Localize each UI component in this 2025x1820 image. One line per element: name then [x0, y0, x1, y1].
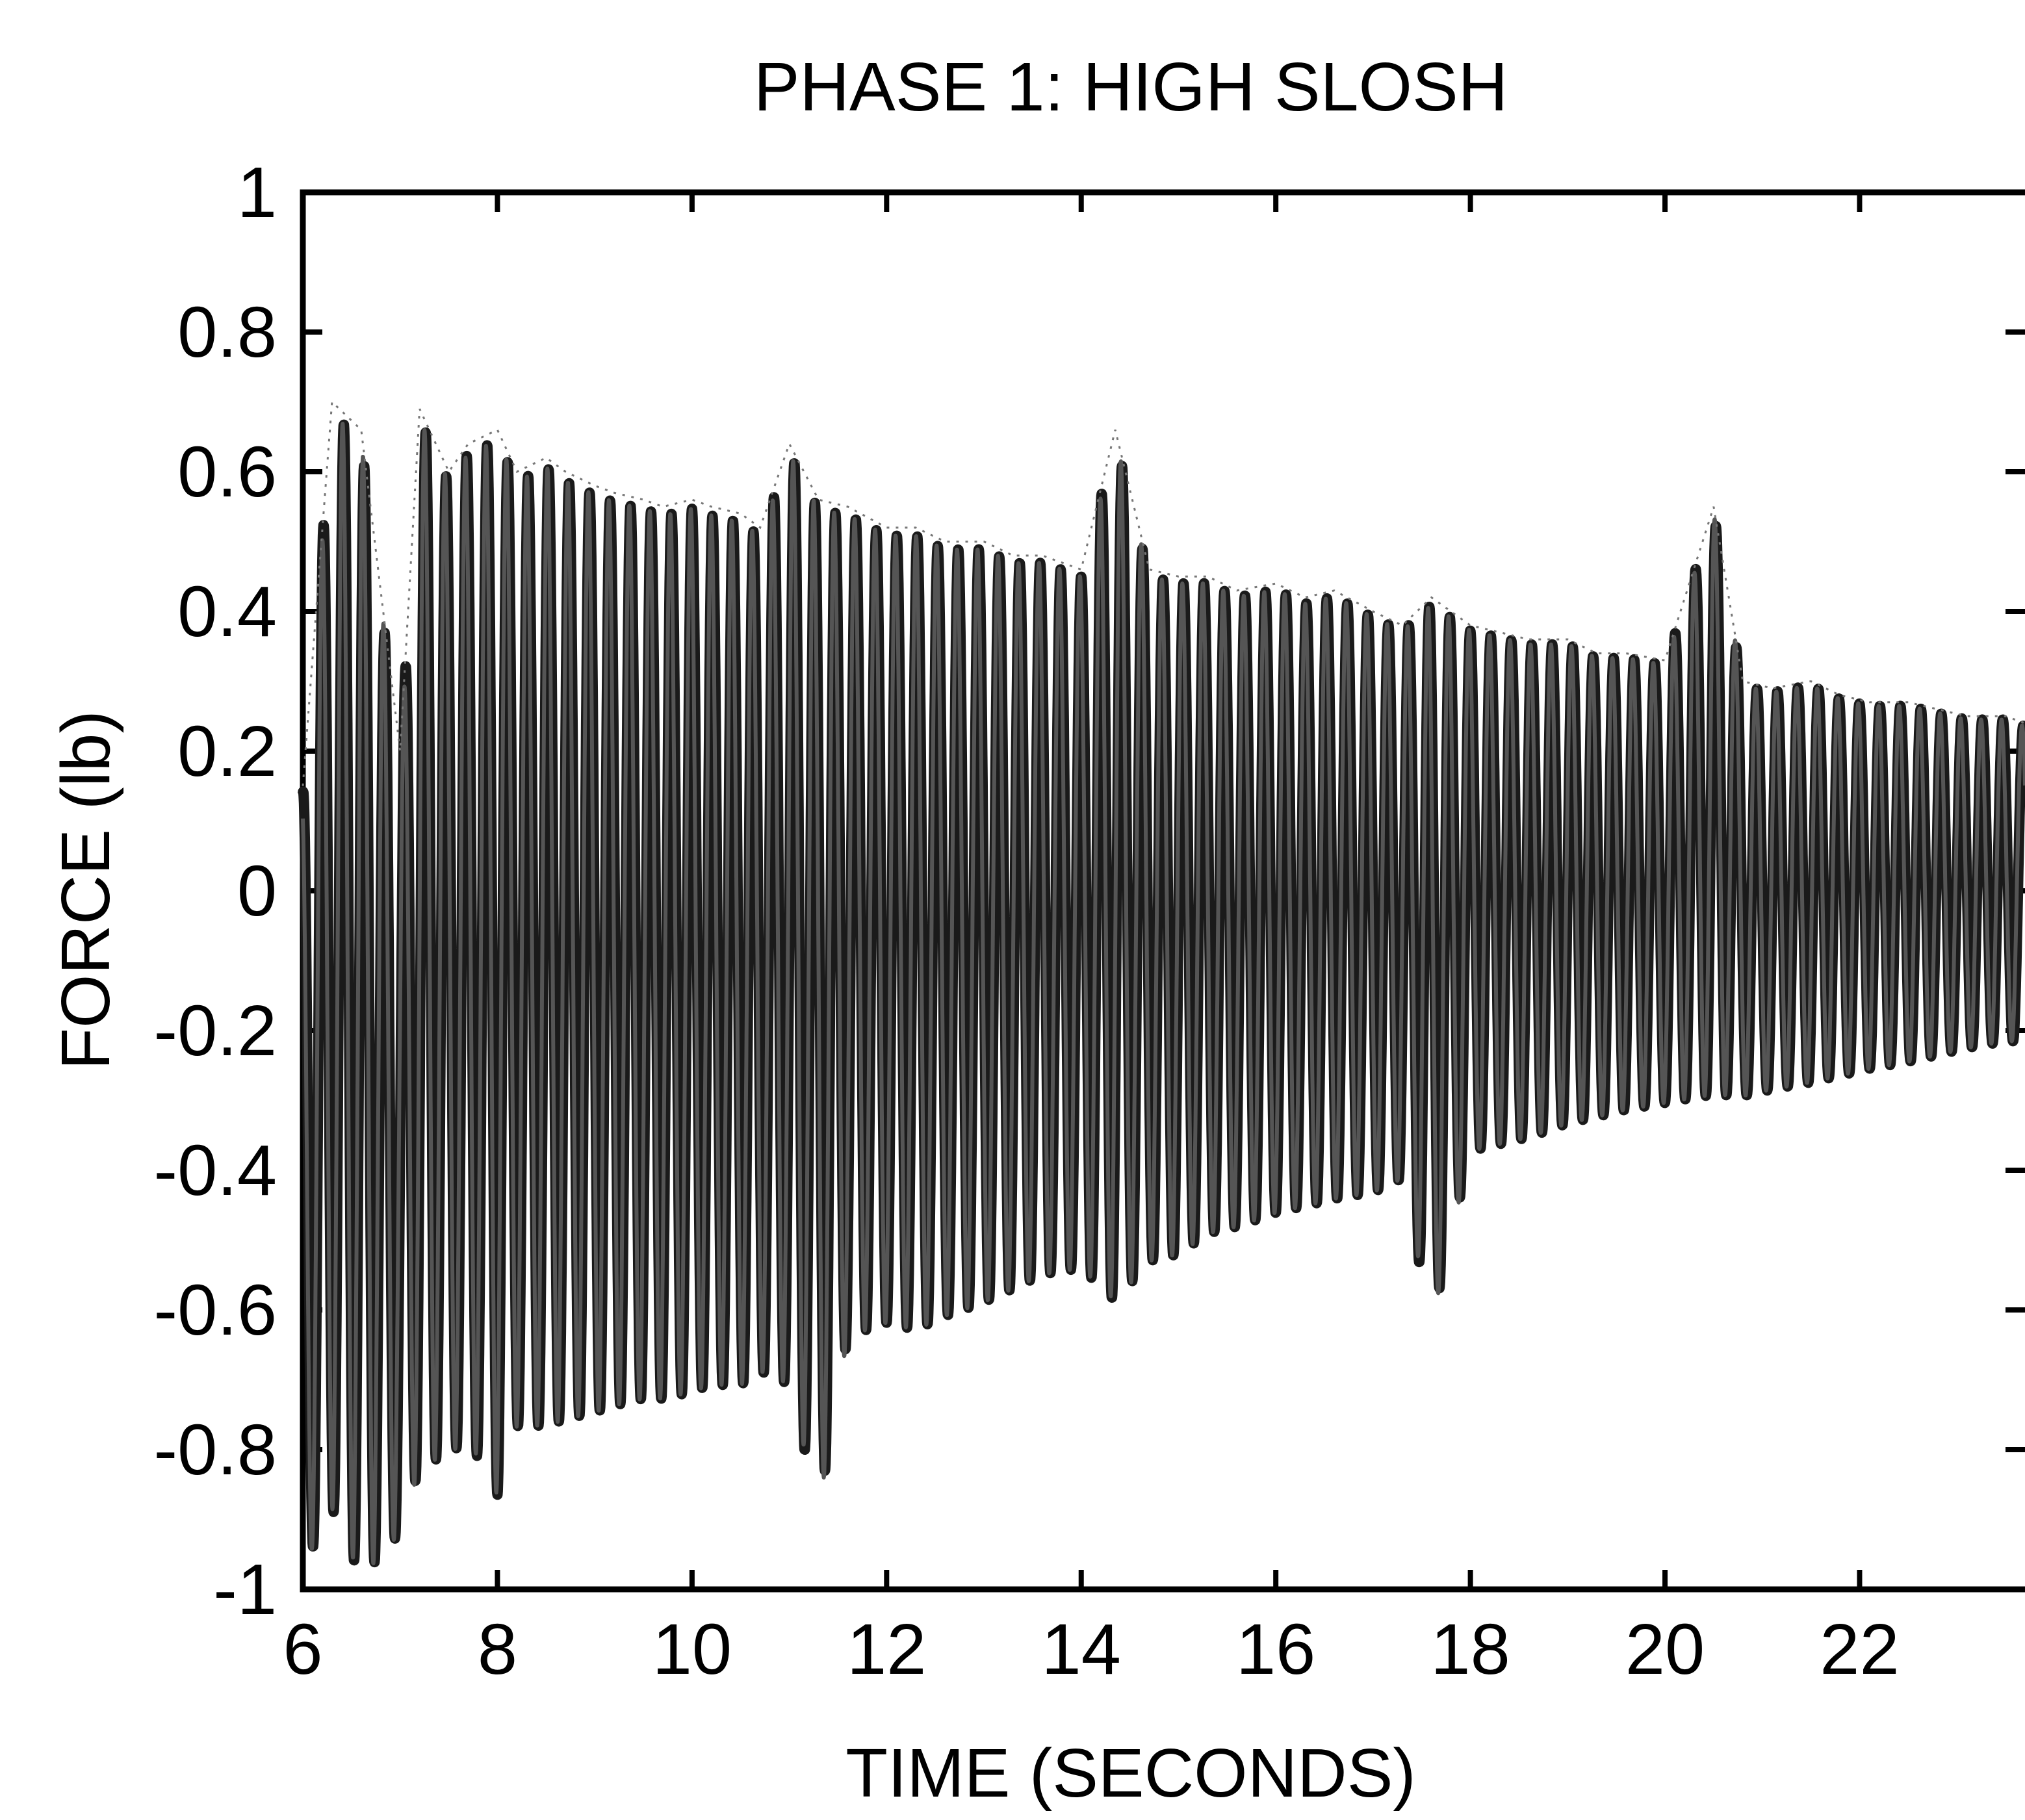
y-tick-labels: 1 0.8 0.6 0.4 0.2 0 -0.2 -0.4 -0.6 -0.8 -1 [153, 153, 277, 1630]
x-tick-label: 22 [1820, 1609, 1899, 1689]
y-tick-label: 1 [237, 153, 277, 233]
upper-envelope-trace [302, 400, 2025, 786]
y-tick-label: 0.4 [177, 572, 277, 652]
x-tick-label: 10 [652, 1609, 732, 1689]
series-layer [298, 400, 2025, 1568]
y-tick-label: -1 [213, 1550, 277, 1630]
x-tick-label: 20 [1625, 1609, 1705, 1689]
force-trace-shadow [301, 422, 2025, 1565]
chart-title: PHASE 1: HIGH SLOSH [754, 49, 1508, 125]
x-tick-label: 14 [1042, 1609, 1121, 1689]
x-tick-label: 6 [283, 1609, 322, 1689]
x-axis-label: TIME (SECONDS) [845, 1735, 1415, 1812]
y-tick-label: 0.2 [177, 711, 277, 791]
y-tick-label: -0.4 [153, 1131, 277, 1211]
y-tick-label: 0.8 [177, 292, 277, 372]
y-axis-label: FORCE (lb) [47, 710, 124, 1070]
x-tick-label: 8 [478, 1609, 517, 1689]
x-tick-label: 16 [1236, 1609, 1315, 1689]
y-tick-label: 0 [237, 851, 277, 931]
x-tick-labels: 6 8 10 12 14 16 18 20 22 [283, 1609, 1899, 1689]
y-tick-label: -0.2 [153, 991, 277, 1071]
x-tick-label: 18 [1430, 1609, 1510, 1689]
y-tick-label: 0.6 [177, 432, 277, 512]
x-tick-label: 12 [847, 1609, 926, 1689]
y-tick-label: -0.6 [153, 1270, 277, 1350]
y-tick-label: -0.8 [153, 1410, 277, 1490]
plot-area [298, 189, 2025, 1593]
